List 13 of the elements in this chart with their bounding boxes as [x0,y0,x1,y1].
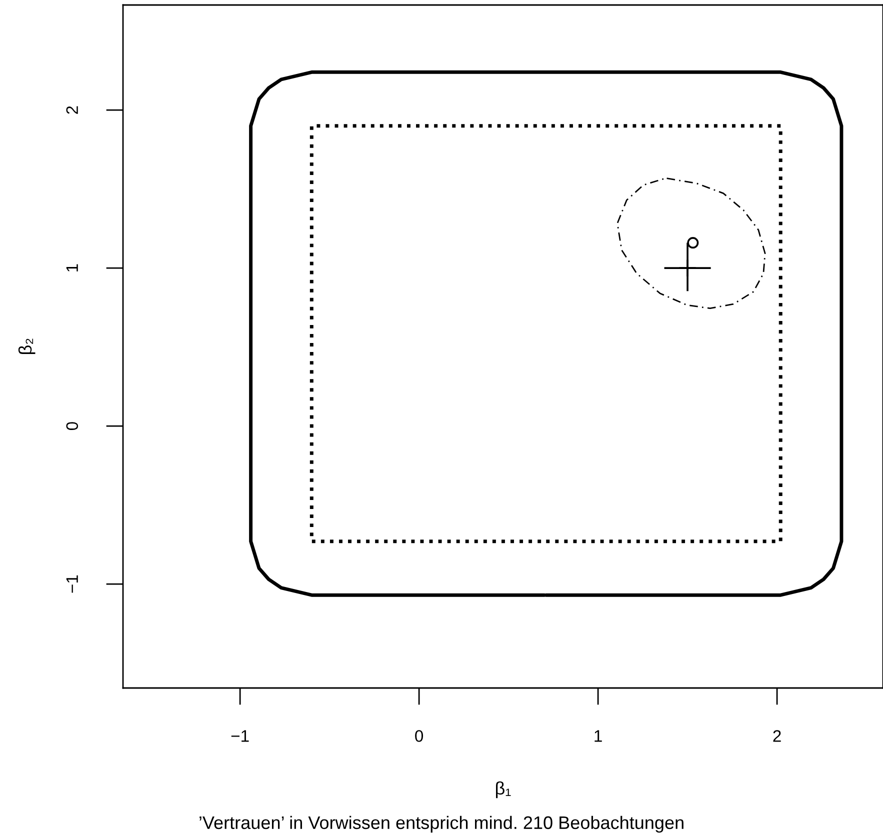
y-tick-label: 0 [66,422,78,430]
x-tick-label: 1 [594,730,602,742]
y-axis-title: β₂ [18,338,36,354]
y-tick-label: −1 [66,575,78,593]
x-tick-label: 2 [773,730,781,742]
x-tick-label: 0 [415,730,424,742]
line-series [616,178,766,310]
text: ’Vertrauen’ in Vorwissen entsprich mind. 210 Beobachtungen [200,816,684,833]
x-tick-label: −1 [231,730,249,742]
line-series [249,70,844,597]
y-tick-label: 2 [66,106,78,114]
y-tick-label: 1 [66,264,78,272]
x-axis-title: β₁ [496,781,511,798]
